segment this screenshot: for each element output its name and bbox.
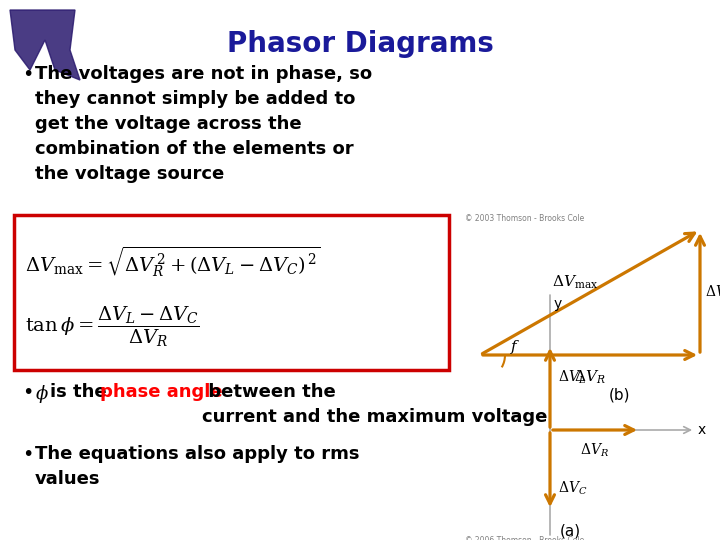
- Text: y: y: [554, 297, 562, 311]
- Text: © 2003 Thomson - Brooks Cole: © 2003 Thomson - Brooks Cole: [465, 214, 584, 223]
- Text: $\tan\phi = \dfrac{\Delta V_L - \Delta V_C}{\Delta V_R}$: $\tan\phi = \dfrac{\Delta V_L - \Delta V…: [25, 305, 199, 349]
- Text: x: x: [698, 423, 706, 437]
- Text: Phasor Diagrams: Phasor Diagrams: [227, 30, 493, 58]
- Text: $\Delta V_R$: $\Delta V_R$: [574, 369, 606, 387]
- Text: $\Delta V_{\mathrm{max}}$: $\Delta V_{\mathrm{max}}$: [552, 274, 598, 291]
- Text: is the: is the: [50, 383, 113, 401]
- Text: (a): (a): [559, 524, 580, 539]
- FancyBboxPatch shape: [14, 215, 449, 370]
- Text: between the
current and the maximum voltage: between the current and the maximum volt…: [202, 383, 547, 426]
- Text: $\Delta V_C$: $\Delta V_C$: [558, 480, 588, 497]
- Text: •: •: [22, 383, 33, 402]
- Text: $\Delta V_L$: $\Delta V_L$: [558, 369, 586, 386]
- Text: © 2006 Thomson - Brooks Cole: © 2006 Thomson - Brooks Cole: [465, 536, 584, 540]
- Text: $f$: $f$: [510, 338, 521, 356]
- Text: $\Delta V_{\mathrm{max}} = \sqrt{\Delta V_R^{\,2} + (\Delta V_L - \Delta V_C)^{\: $\Delta V_{\mathrm{max}} = \sqrt{\Delta …: [25, 245, 321, 279]
- Text: The equations also apply to rms
values: The equations also apply to rms values: [35, 445, 359, 488]
- Text: •: •: [22, 65, 33, 84]
- Text: •: •: [22, 445, 33, 464]
- Text: $\Delta V_R$: $\Delta V_R$: [580, 442, 610, 460]
- Text: The voltages are not in phase, so
they cannot simply be added to
get the voltage: The voltages are not in phase, so they c…: [35, 65, 372, 183]
- Text: $\phi$: $\phi$: [35, 383, 49, 405]
- Text: phase angle: phase angle: [100, 383, 222, 401]
- Polygon shape: [10, 10, 80, 80]
- Text: (b): (b): [609, 387, 631, 402]
- Text: $\Delta V_L - \Delta V_C$: $\Delta V_L - \Delta V_C$: [705, 284, 720, 301]
